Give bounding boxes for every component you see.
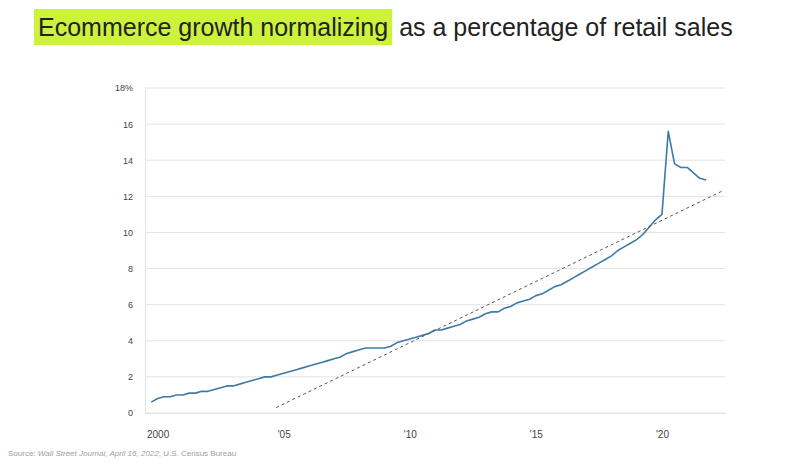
x-tick-label: '15	[530, 429, 543, 440]
grid-line	[145, 340, 725, 341]
y-tick: 4	[128, 336, 145, 346]
x-tick: '05	[278, 413, 291, 440]
grid-line	[145, 376, 725, 377]
grid	[145, 88, 725, 413]
title-highlight	[34, 9, 392, 45]
y-tick: 16	[123, 119, 145, 129]
source-part: Wall Street Journal, April 16, 2022	[38, 449, 160, 458]
y-tick-label: 8	[128, 264, 133, 274]
source-part: ; U.S. Census Bureau	[159, 449, 236, 458]
x-axis-line	[146, 413, 726, 414]
y-tick-label: 2	[128, 372, 133, 382]
y-tick-label: 16	[123, 119, 133, 129]
y-tick-label: 4	[128, 336, 133, 346]
y-tick-label: 14	[123, 156, 133, 166]
title: Ecommerce growth normalizing	[38, 13, 388, 41]
x-tick-label: '10	[404, 429, 417, 440]
trend-line	[276, 191, 722, 408]
y-tick: 18%	[115, 83, 145, 93]
source-part: Source:	[8, 449, 38, 458]
grid-line	[145, 124, 725, 125]
x-tick: 2000	[147, 413, 170, 440]
x-tick-label: '20	[656, 429, 669, 440]
y-tick: 6	[128, 300, 145, 310]
chart: Ecommerce growth normalizing as a percent…	[0, 0, 800, 464]
source: Source: Wall Street Journal, April 16, 2…	[8, 449, 236, 458]
grid-line	[145, 160, 725, 161]
grid-line	[145, 304, 725, 305]
y-tick: 12	[123, 192, 145, 202]
x-tick: '10	[404, 413, 417, 440]
x-axis: 2000 '05 '10 '15 '20	[146, 413, 726, 440]
y-tick-label: 12	[123, 192, 133, 202]
y-tick: 0	[128, 408, 145, 418]
title: as a percentage of retail sales	[399, 13, 733, 41]
grid-line	[145, 268, 725, 269]
grid-line	[145, 196, 725, 197]
y-tick-label: 0	[128, 408, 133, 418]
x-tick: '20	[656, 413, 669, 440]
title-group: Ecommerce growth normalizing as a percent…	[34, 9, 733, 45]
y-tick: 10	[123, 228, 145, 238]
y-axis: 0 2 4 6 8 10 12 14 16 18%	[115, 83, 146, 418]
data-line	[151, 131, 706, 402]
y-tick-label: 6	[128, 300, 133, 310]
grid-line	[145, 88, 725, 89]
y-tick: 2	[128, 372, 145, 382]
x-tick: '15	[530, 413, 543, 440]
x-tick-label: '05	[278, 429, 291, 440]
grid-line	[145, 413, 725, 414]
x-tick-label: 2000	[147, 429, 170, 440]
lines	[151, 131, 722, 407]
y-tick-label: 10	[123, 228, 133, 238]
y-tick: 8	[128, 264, 145, 274]
y-axis-line	[145, 89, 146, 414]
y-tick-label: 18%	[115, 83, 133, 93]
y-tick: 14	[123, 156, 145, 166]
